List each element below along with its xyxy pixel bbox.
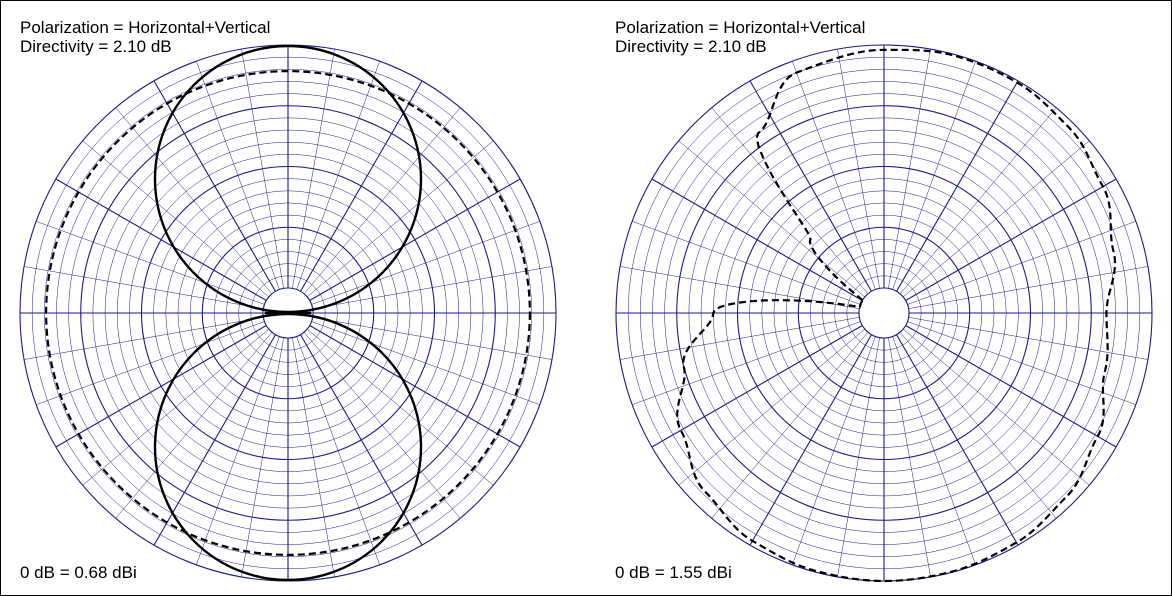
directivity-label: Directivity = 2.10 dB	[615, 37, 767, 56]
major-ring	[201, 226, 375, 400]
pattern-curves	[676, 48, 1117, 583]
polar-chart-left: Polarization = Horizontal+Vertical Direc…	[19, 18, 557, 582]
pattern-omni	[45, 70, 531, 556]
polarization-label: Polarization = Horizontal+Vertical	[20, 18, 270, 37]
major-ring	[676, 105, 1092, 521]
directivity-label: Directivity = 2.10 dB	[20, 37, 172, 56]
major-ring	[736, 165, 1032, 461]
major-ring	[80, 105, 496, 521]
polar-chart-right: Polarization = Horizontal+Vertical Direc…	[615, 18, 1153, 583]
pattern-curve	[676, 48, 1117, 583]
polarization-label: Polarization = Horizontal+Vertical	[615, 18, 865, 37]
major-ring	[797, 226, 971, 400]
pattern-curves	[45, 44, 531, 582]
polar-grid	[19, 44, 557, 582]
polar-grid	[615, 44, 1153, 582]
inner-ring	[858, 287, 910, 339]
reference-label: 0 dB = 0.68 dBi	[20, 563, 137, 582]
reference-label: 0 dB = 1.55 dBi	[615, 563, 732, 582]
major-ring	[140, 165, 436, 461]
outer-ring	[615, 44, 1153, 582]
